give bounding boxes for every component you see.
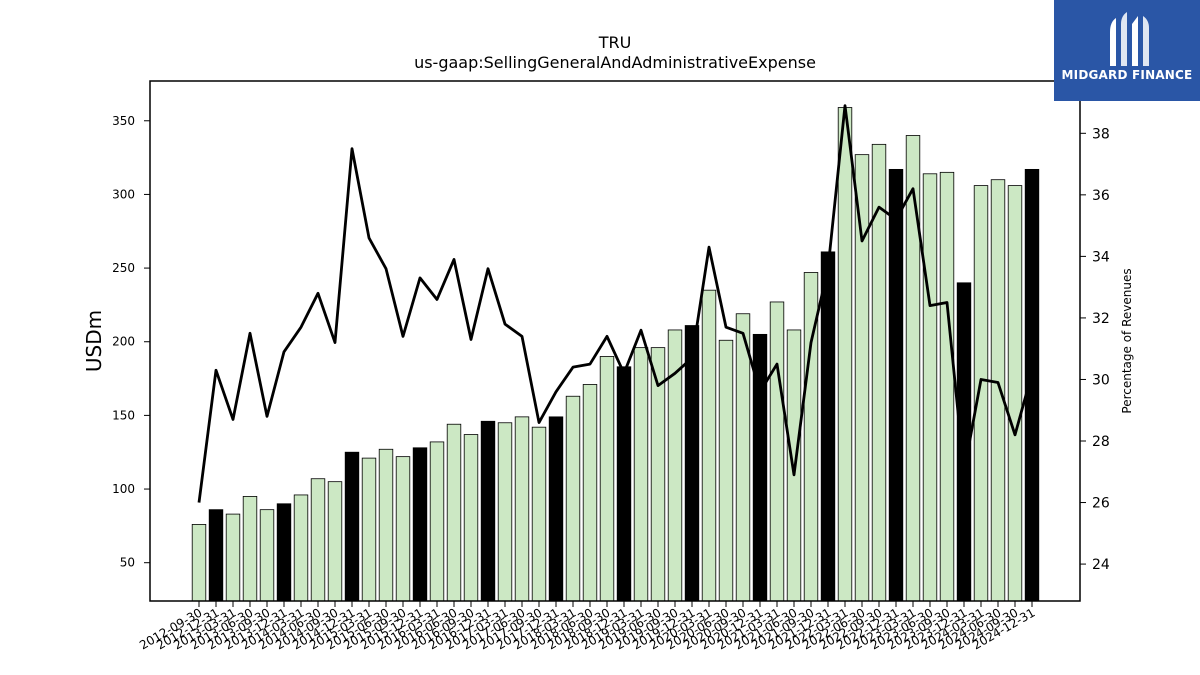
y-tick-label: 350 (112, 114, 135, 128)
bar (939, 171, 955, 602)
percentage-line (197, 104, 1034, 503)
bar (191, 524, 207, 602)
bar (701, 289, 717, 602)
y-tick-label: 200 (112, 335, 135, 349)
bar (514, 416, 530, 602)
y2-tick-label: 24 (1092, 557, 1110, 573)
y2-tick-label: 34 (1092, 249, 1110, 265)
bar (463, 434, 479, 602)
y2-tick-label: 28 (1092, 434, 1110, 450)
bar (531, 426, 547, 602)
bar (905, 135, 921, 602)
y-tick-label: 50 (120, 556, 135, 570)
y-tick-label: 150 (112, 408, 135, 422)
bar (769, 301, 785, 602)
midgard-logo: MIDGARD FINANCE (1054, 0, 1200, 101)
bar (327, 481, 343, 602)
bar (310, 478, 326, 602)
logo-text: MIDGARD FINANCE (1061, 68, 1193, 82)
bar (616, 366, 632, 602)
bar (582, 384, 598, 602)
chart-subtitle: us-gaap:SellingGeneralAndAdministrativeE… (414, 53, 816, 72)
y-axis-label: USDm (82, 310, 106, 372)
bar (718, 339, 734, 602)
bar (446, 423, 462, 602)
y-tick-label: 100 (112, 482, 135, 496)
y2-tick-label: 26 (1092, 496, 1110, 512)
bar (1007, 185, 1023, 602)
y2-tick-label: 36 (1092, 188, 1110, 204)
bar (973, 185, 989, 602)
bar (497, 422, 513, 602)
chart-title: TRU (598, 33, 632, 52)
bar (599, 356, 615, 602)
bar (259, 509, 275, 602)
line-group (197, 104, 1034, 503)
left-axis: 50 100 150 200 250 300 350 (112, 114, 150, 570)
bar (735, 313, 751, 602)
bar (276, 503, 292, 602)
x-axis: 2012-09-302012-12-312013-03-312013-06-30… (137, 601, 1038, 652)
y-tick-label: 250 (112, 261, 135, 275)
bar (565, 395, 581, 602)
bar (429, 441, 445, 602)
bar (820, 251, 836, 602)
y2-tick-label: 32 (1092, 311, 1110, 327)
bar (412, 447, 428, 602)
y-tick-label: 300 (112, 187, 135, 201)
bar (888, 168, 904, 602)
bar (378, 448, 394, 602)
bar (548, 416, 564, 602)
bar (242, 496, 258, 602)
bar (871, 143, 887, 602)
bar (837, 107, 853, 602)
y2-tick-label: 38 (1092, 126, 1110, 142)
y2-tick-label: 30 (1092, 372, 1110, 388)
bar (990, 179, 1006, 602)
bar (344, 451, 360, 602)
bar (395, 456, 411, 602)
plot-frame (149, 80, 1081, 602)
bar (480, 420, 496, 602)
bar (225, 513, 241, 602)
bar (1024, 168, 1040, 602)
bar (208, 509, 224, 602)
bar (922, 173, 938, 602)
midgard-m-logo-icon (1110, 12, 1149, 66)
right-axis: 24 26 28 30 32 34 36 38 (1080, 126, 1110, 573)
bar (684, 325, 700, 602)
bar (633, 347, 649, 602)
bar (854, 154, 870, 602)
bar (293, 494, 309, 602)
y2-axis-label: Percentage of Revenues (1120, 268, 1134, 413)
bar (361, 457, 377, 602)
